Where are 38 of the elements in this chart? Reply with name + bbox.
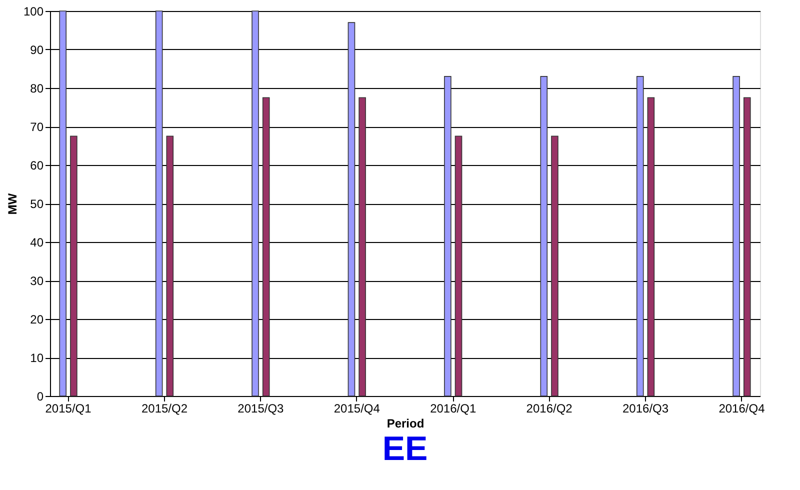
bar [252, 10, 259, 396]
x-tick-label: 2016/Q3 [622, 402, 669, 416]
y-tick-label: 10 [30, 351, 44, 365]
text: EE [382, 430, 428, 468]
bar [348, 22, 356, 396]
x-tick-label: 2015/Q3 [238, 402, 284, 416]
bar [540, 76, 548, 396]
y-tick-label: 20 [30, 312, 44, 326]
x-tick-label: 2015/Q4 [334, 402, 380, 416]
x-tick-label: 2015/Q1 [45, 402, 92, 416]
y-tick-label: 50 [30, 197, 44, 211]
bar [743, 97, 751, 396]
bar [70, 136, 78, 396]
y-tick-label: 100 [23, 4, 44, 18]
bar [358, 97, 366, 396]
bar [636, 76, 644, 396]
bar [166, 136, 174, 396]
x-tick-label: 2016/Q1 [430, 402, 476, 416]
x-tick-label: 2016/Q2 [526, 402, 573, 416]
y-tick-label: 60 [30, 158, 44, 172]
y-tick-label: 90 [30, 43, 44, 57]
bar [444, 76, 452, 396]
bar [551, 136, 558, 396]
y-tick-label: 40 [30, 236, 44, 250]
bar [454, 136, 462, 396]
y-tick-label: 30 [30, 274, 44, 288]
bar [647, 97, 655, 396]
x-tick-label: 2016/Q4 [718, 402, 766, 416]
y-tick-label: 70 [30, 120, 44, 134]
y-tick-label: 80 [30, 82, 44, 96]
y-tick-label: 0 [36, 390, 44, 404]
x-axis-title: Period [386, 416, 424, 430]
bar [155, 10, 163, 396]
bar [59, 10, 67, 396]
bar [732, 76, 740, 396]
bar [262, 97, 270, 396]
y-axis-title: MW [5, 192, 20, 215]
x-tick-label: 2015/Q2 [141, 402, 188, 416]
